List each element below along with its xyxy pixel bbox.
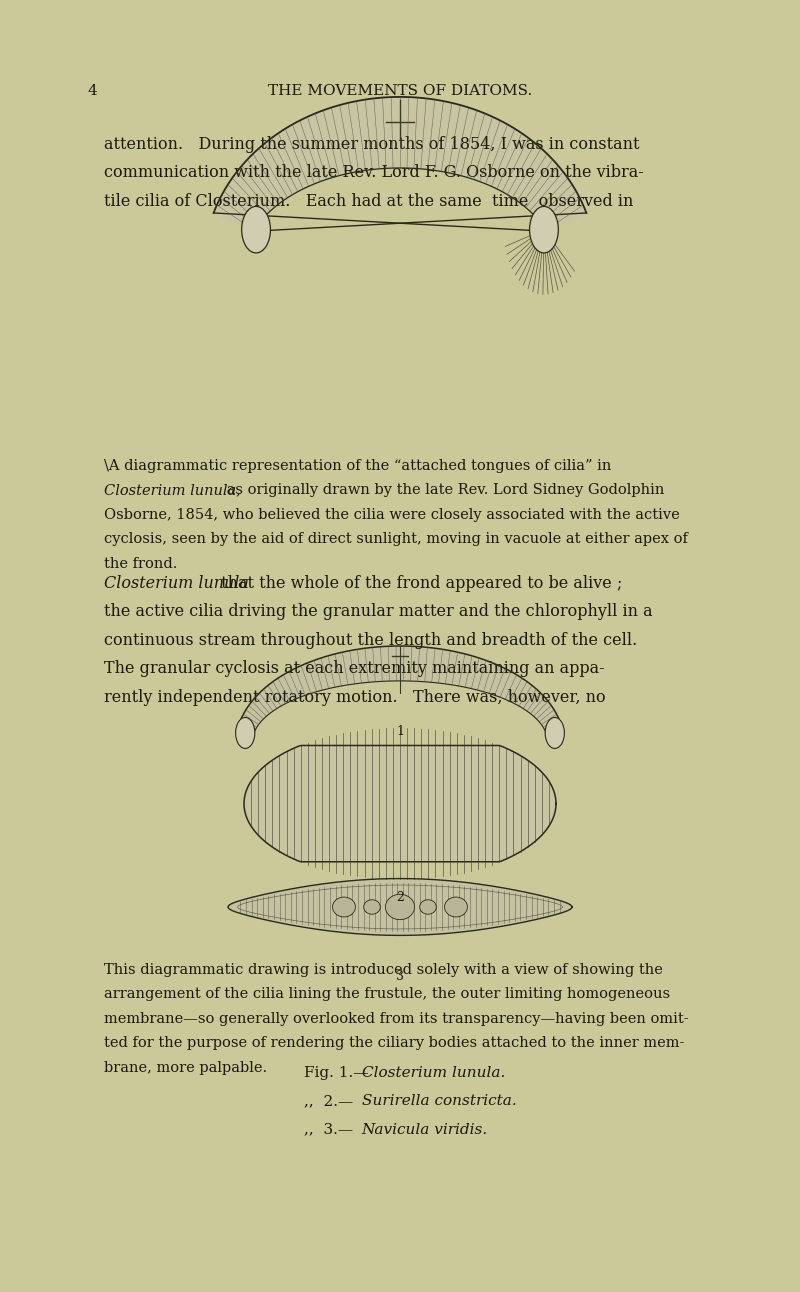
Text: 1: 1 bbox=[396, 725, 404, 739]
Text: ,,  2.—: ,, 2.— bbox=[304, 1094, 354, 1109]
Text: arrangement of the cilia lining the frustule, the outer limiting homogeneous: arrangement of the cilia lining the frus… bbox=[104, 987, 670, 1001]
Text: continuous stream throughout the length and breadth of the cell.: continuous stream throughout the length … bbox=[104, 632, 638, 649]
Text: Closterium lunula.: Closterium lunula. bbox=[362, 1066, 505, 1080]
Text: Fig. 1.—: Fig. 1.— bbox=[304, 1066, 369, 1080]
Text: The granular cyclosis at each extremity maintaining an appa-: The granular cyclosis at each extremity … bbox=[104, 660, 605, 677]
Ellipse shape bbox=[386, 894, 414, 920]
Ellipse shape bbox=[445, 897, 467, 917]
Polygon shape bbox=[244, 745, 556, 862]
Ellipse shape bbox=[333, 897, 355, 917]
Text: This diagrammatic drawing is introduced solely with a view of showing the: This diagrammatic drawing is introduced … bbox=[104, 963, 663, 977]
Polygon shape bbox=[228, 879, 572, 935]
Polygon shape bbox=[238, 646, 562, 735]
Text: tile cilia of Closterium.   Each had at the same  time  observed in: tile cilia of Closterium. Each had at th… bbox=[104, 193, 634, 209]
Text: THE MOVEMENTS OF DIATOMS.: THE MOVEMENTS OF DIATOMS. bbox=[268, 84, 532, 98]
Text: that the whole of the frond appeared to be alive ;: that the whole of the frond appeared to … bbox=[216, 575, 622, 592]
Circle shape bbox=[545, 717, 564, 748]
Text: Surirella constricta.: Surirella constricta. bbox=[362, 1094, 516, 1109]
Text: cyclosis, seen by the aid of direct sunlight, moving in vacuole at either apex o: cyclosis, seen by the aid of direct sunl… bbox=[104, 532, 688, 547]
Polygon shape bbox=[214, 97, 586, 231]
Text: membrane—so generally overlooked from its transparency—having been omit-: membrane—so generally overlooked from it… bbox=[104, 1012, 689, 1026]
Text: \A diagrammatic representation of the “attached tongues of cilia” in: \A diagrammatic representation of the “a… bbox=[104, 459, 611, 473]
Text: attention.   During the summer months of 1854, I was in constant: attention. During the summer months of 1… bbox=[104, 136, 639, 152]
Text: 4: 4 bbox=[88, 84, 98, 98]
Text: the active cilia driving the granular matter and the chlorophyll in a: the active cilia driving the granular ma… bbox=[104, 603, 653, 620]
Text: as originally drawn by the late Rev. Lord Sidney Godolphin: as originally drawn by the late Rev. Lor… bbox=[222, 483, 665, 497]
Circle shape bbox=[242, 207, 270, 253]
Circle shape bbox=[530, 207, 558, 253]
Text: ,,  3.—: ,, 3.— bbox=[304, 1123, 353, 1137]
Text: communication with the late Rev. Lord F. G. Osborne on the vibra-: communication with the late Rev. Lord F.… bbox=[104, 164, 644, 181]
Text: ted for the purpose of rendering the ciliary bodies attached to the inner mem-: ted for the purpose of rendering the cil… bbox=[104, 1036, 684, 1050]
Text: rently independent rotatory motion.   There was, however, no: rently independent rotatory motion. Ther… bbox=[104, 689, 606, 705]
Ellipse shape bbox=[364, 899, 380, 915]
Ellipse shape bbox=[420, 899, 436, 915]
Text: the frond.: the frond. bbox=[104, 557, 178, 571]
Text: brane, more palpable.: brane, more palpable. bbox=[104, 1061, 267, 1075]
Text: 3: 3 bbox=[396, 969, 404, 982]
Text: 2: 2 bbox=[396, 891, 404, 904]
Text: Closterium lunula: Closterium lunula bbox=[104, 575, 249, 592]
Text: Navicula viridis.: Navicula viridis. bbox=[362, 1123, 488, 1137]
Text: Osborne, 1854, who believed the cilia were closely associated with the active: Osborne, 1854, who believed the cilia we… bbox=[104, 508, 680, 522]
Text: Closterium lunula,: Closterium lunula, bbox=[104, 483, 241, 497]
Circle shape bbox=[236, 717, 255, 748]
